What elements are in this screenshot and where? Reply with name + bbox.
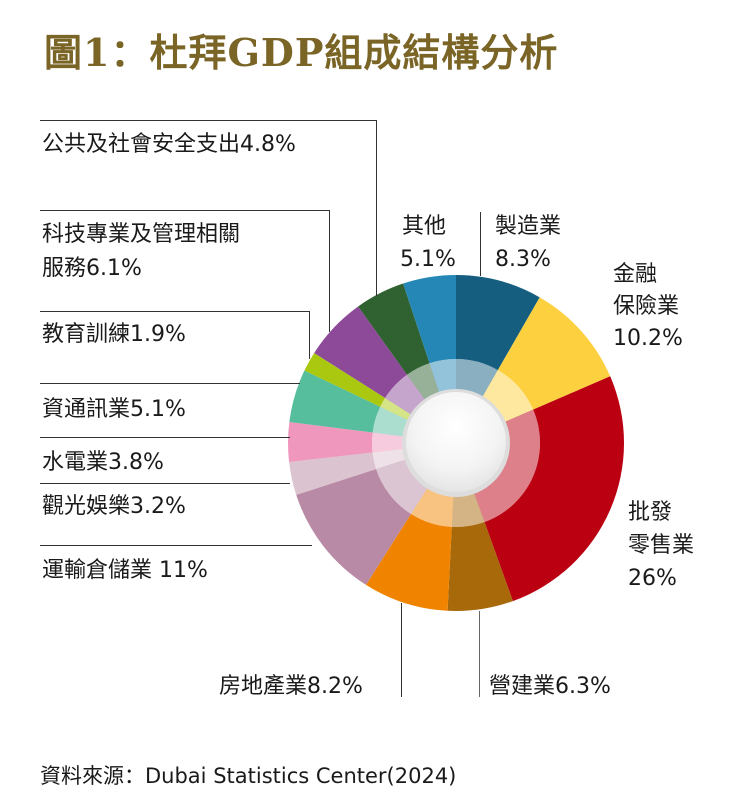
leader-public (40, 120, 377, 121)
label-wholesale-line1: 批發 (628, 500, 673, 525)
donut-hub (406, 392, 506, 492)
leader-transport (40, 545, 312, 546)
donut-inner-ring (372, 359, 540, 527)
leader-public-v (376, 120, 377, 296)
label-transport: 運輸倉儲業 11% (42, 558, 208, 583)
label-realestate: 房地產業8.2% (219, 674, 363, 699)
donut-segment (289, 452, 377, 495)
label-tech-line1: 科技專業及管理相關 (42, 222, 241, 247)
donut-segment (314, 306, 408, 398)
label-other-line1: 其他 (402, 214, 447, 239)
chart-title: 圖1：杜拜GDP組成結構分析 (44, 30, 559, 75)
source-note: 資料來源：Dubai Statistics Center(2024) (40, 764, 457, 788)
donut-segment (484, 376, 624, 602)
donut-segment (497, 297, 611, 410)
label-tourism: 觀光娛樂3.2% (42, 494, 186, 519)
label-ict: 資通訊業5.1% (42, 397, 186, 422)
label-construction: 營建業6.3% (489, 674, 611, 699)
leader-education (40, 311, 310, 312)
leader-tech-v (329, 210, 330, 332)
leader-tech (40, 210, 330, 211)
leader-utilities (40, 437, 290, 438)
donut-segment (296, 468, 411, 585)
leader-manufacturing (480, 212, 481, 276)
donut-segment (456, 275, 540, 371)
label-manufacturing-line1: 製造業 (495, 214, 562, 239)
label-utilities: 水電業3.8% (42, 450, 164, 475)
leader-education-v (309, 311, 310, 359)
donut-segments (288, 275, 624, 611)
leader-realestate (401, 603, 402, 697)
donut-segment (403, 275, 456, 364)
label-other-line2: 5.1% (400, 247, 456, 272)
donut-segment (304, 352, 386, 407)
donut-segment (288, 421, 373, 462)
leader-tourism (40, 483, 290, 484)
label-public: 公共及社會安全支出4.8% (42, 132, 296, 157)
label-tech-line2: 服務6.1% (42, 256, 142, 281)
label-finance-line2: 保險業 (613, 294, 680, 319)
label-finance-line3: 10.2% (613, 326, 683, 351)
donut-segment (365, 513, 452, 611)
label-finance-line1: 金融 (613, 262, 658, 287)
leader-ict (40, 383, 300, 384)
label-wholesale-line2: 零售業 (628, 533, 695, 558)
label-manufacturing-line2: 8.3% (495, 247, 551, 272)
leader-construction (479, 611, 480, 697)
label-wholesale-line3: 26% (628, 566, 677, 591)
donut-segment (447, 522, 513, 611)
donut-segment (289, 370, 381, 433)
label-education: 教育訓練1.9% (42, 322, 186, 347)
donut-segment (358, 283, 430, 375)
